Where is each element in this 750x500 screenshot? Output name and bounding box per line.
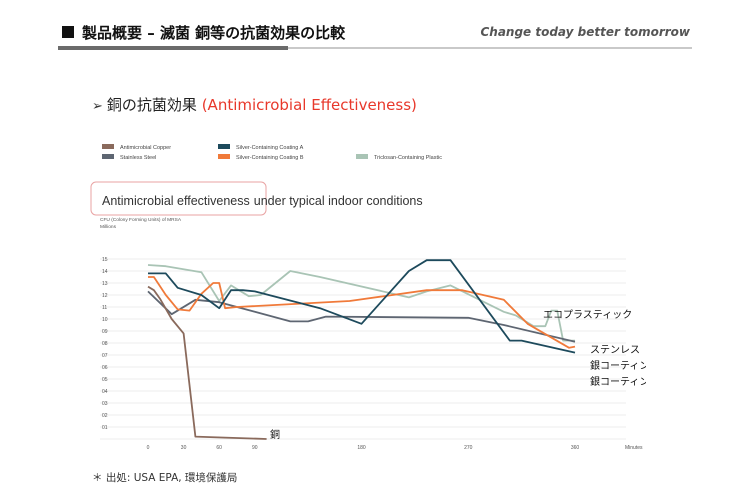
y-tick-label: 05 bbox=[102, 377, 108, 383]
legend-label: Silver-Containing Coating A bbox=[236, 145, 304, 151]
legend-swatch bbox=[102, 144, 114, 149]
y-tick-label: 10 bbox=[102, 317, 108, 323]
section-heading: ➢ 銅の抗菌効果 (Antimicrobial Effectiveness) bbox=[92, 94, 417, 115]
series-end-label: ステンレス bbox=[590, 345, 640, 356]
y-tick-label: 06 bbox=[102, 365, 108, 371]
series-line bbox=[148, 276, 576, 349]
x-tick-label: 360 bbox=[571, 445, 580, 451]
page-title: 製品概要 – 滅菌 銅等の抗菌効果の比較 bbox=[82, 24, 346, 42]
chart-xlabel: Minutes bbox=[625, 445, 643, 451]
legend-label: Triclosan-Containing Plastic bbox=[374, 155, 442, 161]
x-tick-label: 270 bbox=[464, 445, 473, 451]
arrow-bullet-icon: ➢ bbox=[92, 99, 103, 114]
series-end-label: 銀コーティング - A bbox=[590, 375, 646, 388]
chart-title: Antimicrobial effectiveness under typical… bbox=[102, 194, 423, 208]
x-tick-label: 30 bbox=[181, 445, 187, 451]
legend-label: Silver-Containing Coating B bbox=[236, 155, 304, 161]
chart-title-rest: under typical indoor conditions bbox=[254, 194, 423, 208]
source-note: ＊ 出処: USA EPA, 環境保護局 bbox=[92, 472, 238, 484]
chart-ylabel-line2: Millions bbox=[100, 224, 117, 230]
x-tick-labels: 0 30 60 90 180 270 360 bbox=[147, 445, 580, 451]
section-title-ja: 銅の抗菌効果 bbox=[106, 96, 197, 114]
chart-ylabel-line1: CFU (Colony Forming Units) of MRSA bbox=[100, 217, 182, 223]
chart-title-highlight: Antimicrobial effectiveness bbox=[102, 194, 250, 208]
x-tick-label: 0 bbox=[147, 445, 150, 451]
page-header: 製品概要 – 滅菌 銅等の抗菌効果の比較 Change today better… bbox=[58, 22, 692, 46]
y-tick-label: 08 bbox=[102, 341, 108, 347]
y-tick-labels: 01 02 03 04 05 06 07 08 09 10 11 12 13 14 15 bbox=[102, 257, 108, 431]
legend-swatch bbox=[102, 154, 114, 159]
y-tick-label: 09 bbox=[102, 329, 108, 335]
legend-label: Stainless Steel bbox=[120, 155, 156, 161]
header-rule-dark bbox=[58, 46, 288, 50]
legend-swatch bbox=[356, 154, 368, 159]
chart-legend: Antimicrobial Copper Stainless Steel Silve… bbox=[102, 144, 442, 161]
y-tick-label: 12 bbox=[102, 293, 108, 299]
header-rule-light bbox=[288, 47, 692, 49]
series-line bbox=[147, 285, 267, 440]
series-end-label: 銀コーティング - B bbox=[590, 359, 646, 372]
legend-swatch bbox=[218, 154, 230, 159]
section-title-en: (Antimicrobial Effectiveness) bbox=[201, 96, 417, 114]
y-tick-label: 14 bbox=[102, 269, 108, 275]
legend-label: Antimicrobial Copper bbox=[120, 145, 171, 151]
legend-swatch bbox=[218, 144, 230, 149]
series-line bbox=[147, 290, 576, 343]
y-tick-label: 03 bbox=[102, 401, 108, 407]
chart-series bbox=[147, 259, 576, 440]
series-line bbox=[147, 264, 575, 342]
y-tick-label: 04 bbox=[102, 389, 108, 395]
copper-end-label: 銅 bbox=[270, 428, 280, 441]
y-tick-label: 02 bbox=[102, 413, 108, 419]
chart-title-highlight-box bbox=[90, 181, 267, 216]
company-tagline: Change today better tomorrow bbox=[480, 25, 690, 39]
y-tick-label: 15 bbox=[102, 257, 108, 263]
x-tick-label: 90 bbox=[252, 445, 258, 451]
chart-svg: Antimicrobial Copper Stainless Steel Silve… bbox=[90, 144, 675, 451]
header-square-bullet bbox=[62, 26, 74, 38]
antimicrobial-chart: Antimicrobial Copper Stainless Steel Silve… bbox=[90, 135, 675, 460]
x-tick-label: 180 bbox=[357, 445, 366, 451]
y-tick-label: 13 bbox=[102, 281, 108, 287]
y-tick-label: 11 bbox=[102, 305, 107, 311]
y-tick-label: 07 bbox=[102, 353, 108, 359]
series-end-label: エコプラスティック bbox=[543, 309, 632, 321]
y-tick-label: 01 bbox=[102, 425, 108, 431]
x-tick-label: 60 bbox=[216, 445, 222, 451]
series-line bbox=[148, 259, 576, 354]
